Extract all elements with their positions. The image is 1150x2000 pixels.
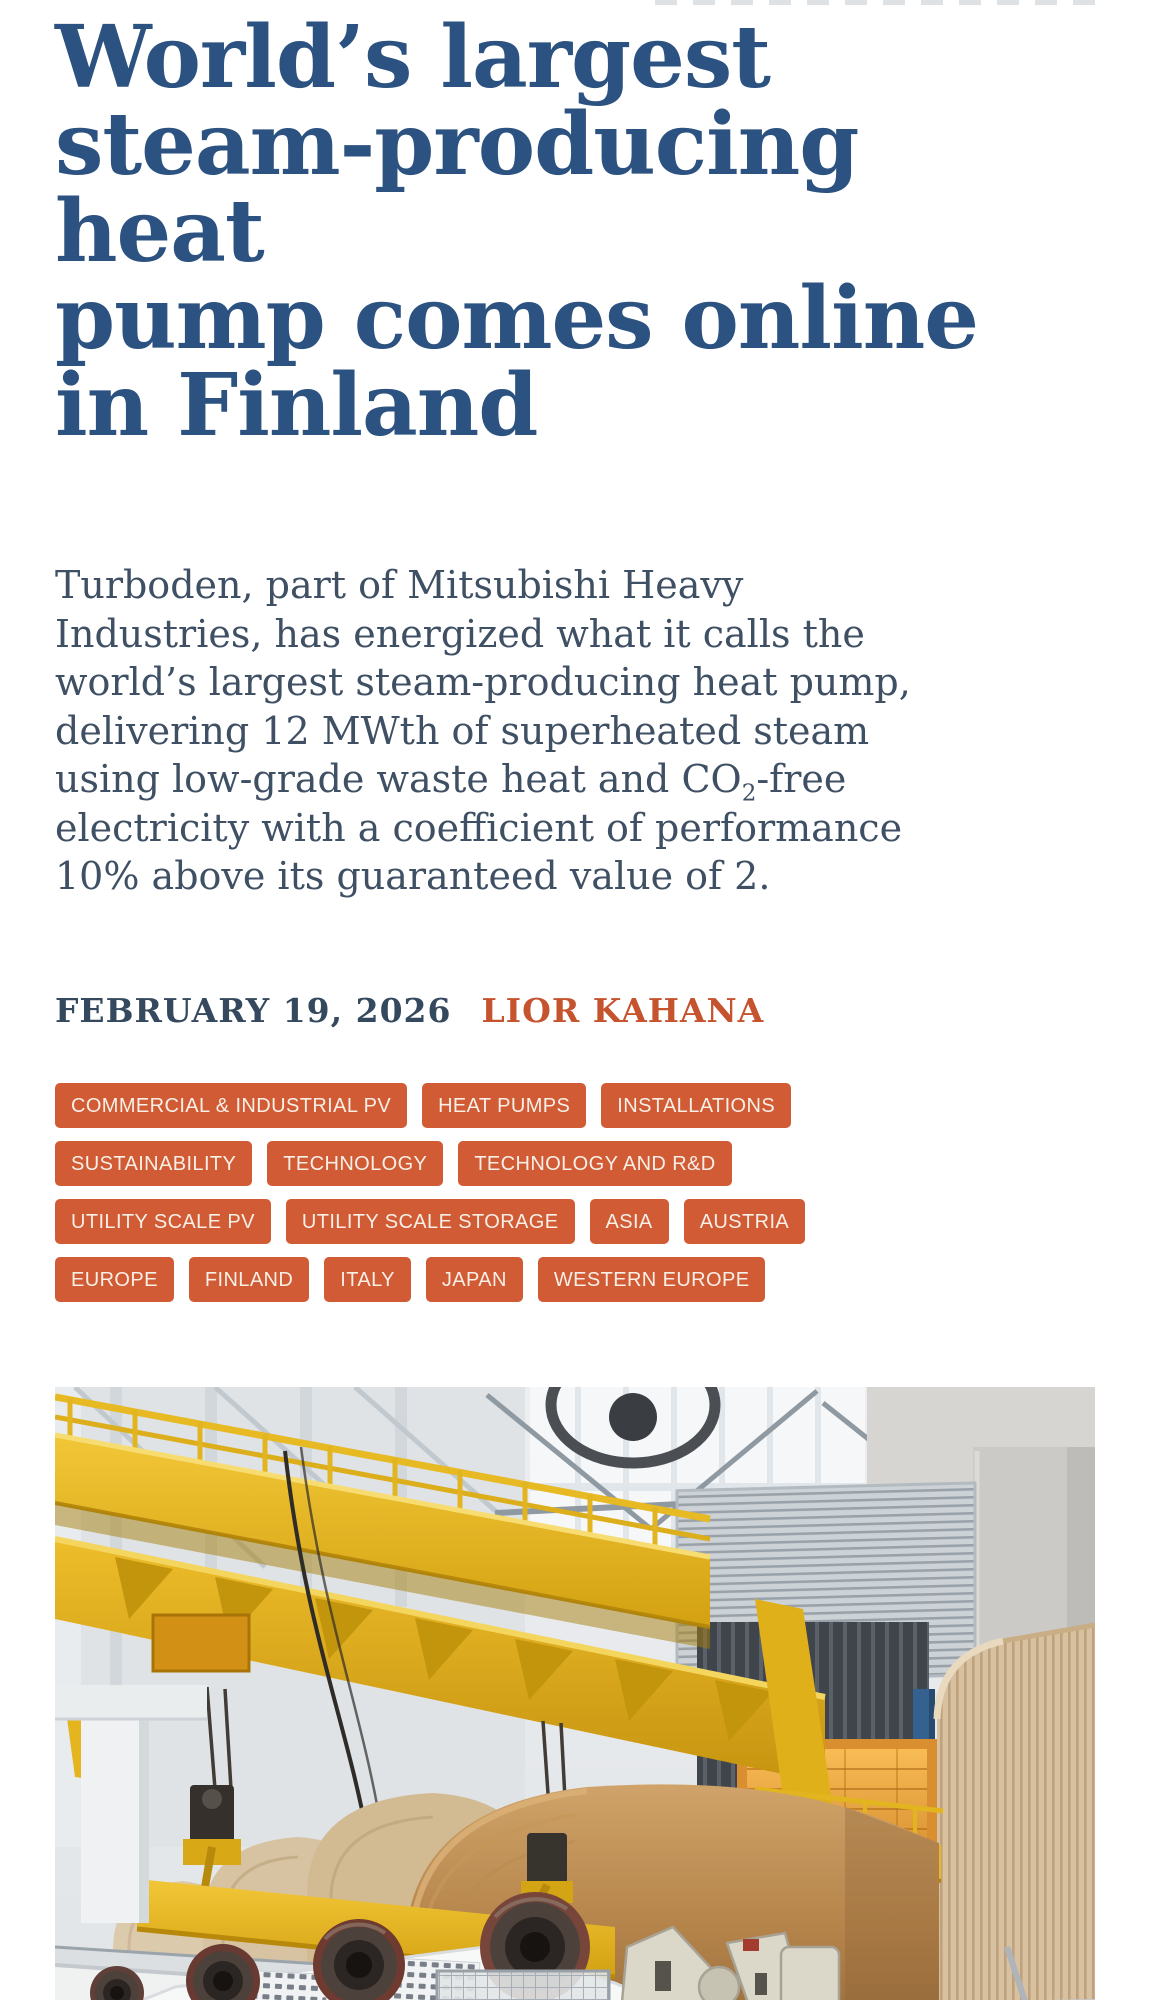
tag-button[interactable]: AUSTRIA	[683, 1198, 806, 1244]
large-right-paper-roll	[933, 1622, 1095, 2000]
tag-button[interactable]: TECHNOLOGY	[267, 1140, 444, 1186]
tag-button[interactable]: ASIA	[589, 1198, 669, 1244]
publish-date: FEBRUARY 19, 2026	[55, 990, 452, 1030]
tag-button[interactable]: TECHNOLOGY AND R&D	[458, 1140, 732, 1186]
concrete-column-and-vents	[675, 1386, 1095, 2000]
tag-row: COMMERCIAL & INDUSTRIAL PV HEAT PUMPS INST…	[55, 1082, 1095, 1128]
tag-button[interactable]: COMMERCIAL & INDUSTRIAL PV	[55, 1082, 408, 1128]
tag-row: SUSTAINABILITY TECHNOLOGY TECHNOLOGY AND R…	[55, 1140, 1095, 1186]
machine-details	[435, 1925, 1028, 2000]
standfirst-text: Turboden, part of Mitsubishi Heavy Indus…	[55, 563, 911, 801]
tag-row: EUROPE FINLAND ITALY JAPAN WESTERN EUROPE	[55, 1256, 1095, 1302]
tag-list: COMMERCIAL & INDUSTRIAL PV HEAT PUMPS INST…	[55, 1082, 1095, 1302]
standfirst-text-continued: -free electricity with a coefficient of …	[55, 757, 903, 898]
tag-button[interactable]: INSTALLATIONS	[601, 1082, 792, 1128]
co2-subscript: 2	[741, 780, 757, 807]
tag-button[interactable]: HEAT PUMPS	[422, 1082, 587, 1128]
article-standfirst: Turboden, part of Mitsubishi Heavy Indus…	[55, 561, 1095, 901]
cropped-content-artifact	[655, 0, 1110, 5]
article-meta: FEBRUARY 19, 2026 LIOR KAHANA	[55, 989, 1095, 1033]
tag-button[interactable]: FINLAND	[188, 1256, 310, 1302]
article-title: World’s largest steam-producing heat pum…	[55, 7, 979, 456]
tag-button[interactable]: SUSTAINABILITY	[55, 1140, 253, 1186]
tag-button[interactable]: EUROPE	[55, 1256, 174, 1302]
tag-button[interactable]: UTILITY SCALE PV	[55, 1198, 271, 1244]
tag-button[interactable]: WESTERN EUROPE	[537, 1256, 766, 1302]
article-content: World’s largest steam-producing heat pum…	[0, 14, 1150, 2000]
tag-button[interactable]: UTILITY SCALE STORAGE	[285, 1198, 575, 1244]
overhead-crane	[55, 1393, 944, 1883]
article-image	[55, 1386, 1095, 2000]
tag-button[interactable]: ITALY	[324, 1256, 411, 1302]
author-link[interactable]: LIOR KAHANA	[481, 990, 765, 1030]
tag-button[interactable]: JAPAN	[425, 1256, 523, 1302]
tag-row: UTILITY SCALE PV UTILITY SCALE STORAGE ASI…	[55, 1198, 1095, 1244]
